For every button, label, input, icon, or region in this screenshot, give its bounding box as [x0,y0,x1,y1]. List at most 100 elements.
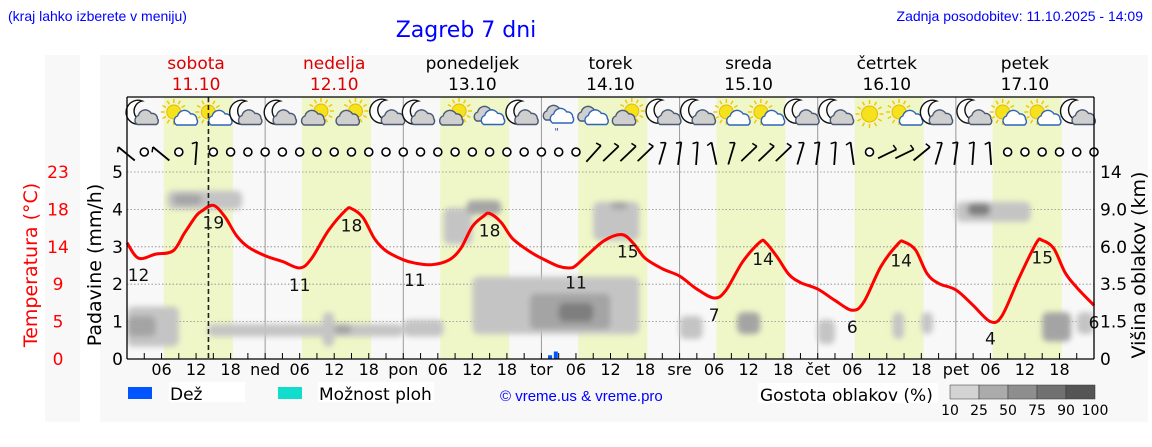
temperature-tick: 14 [47,238,69,258]
wind-calm-icon [209,148,217,156]
cloud-patch [921,312,933,334]
wind-calm-icon [417,148,425,156]
x-hour-label: 12 [600,360,620,379]
x-day-label: pet [943,360,969,379]
copyright-link[interactable]: © vreme.us & vreme.pro [500,388,663,405]
cloud-height-tick: 0 [1100,350,1111,370]
temperature-label: 12 [128,266,150,286]
cloud-patch [403,320,443,337]
density-step-label: 10 [941,403,959,419]
x-hour-label: 06 [704,360,724,379]
wind-calm-icon [140,148,148,156]
wind-calm-icon [520,148,528,156]
x-hour-label: 12 [738,360,758,379]
wind-calm-icon [1004,148,1012,156]
legend-showers-swatch [278,387,302,399]
wind-calm-icon [451,148,459,156]
wind-calm-icon [382,148,390,156]
cloud-patch [127,316,156,337]
cloud-patch [334,324,351,334]
precipitation-tick: 0 [112,350,123,370]
sun-disc [862,106,878,122]
temperature-label: 11 [404,271,426,291]
density-step-label: 100 [1082,403,1109,419]
precipitation-tick: 1 [112,313,123,333]
wind-calm-icon [1038,148,1046,156]
wind-calm-icon [486,148,494,156]
temperature-label: 11 [289,276,311,296]
rain-bar [554,352,558,359]
cloud-patch [956,202,1031,222]
cloud-height-tick: 14 [1100,163,1122,183]
density-swatch [950,385,979,399]
legend-rain-label: Dež [170,385,203,405]
x-day-label: ned [250,360,280,379]
wind-calm-icon [468,148,476,156]
x-day-label: pon [388,360,418,379]
wind-calm-icon [434,148,442,156]
x-hour-label: 18 [635,360,655,379]
density-step-label: 50 [999,403,1017,419]
x-hour-label: 12 [324,360,344,379]
wind-barb-feather [118,147,119,152]
precipitation-tick: 5 [112,163,123,183]
daylight-band [855,97,924,359]
day-date: 16.10 [862,75,911,95]
day-name: nedelja [303,54,365,74]
temperature-label: 4 [985,330,996,350]
cloud-height-tick: 1.5 [1100,313,1127,333]
page-title: Zagreb 7 dni [396,18,537,43]
wind-calm-icon [572,148,580,156]
temperature-label: 11 [565,274,587,294]
temperature-tick: 9 [53,275,64,295]
x-hour-label: 18 [911,360,931,379]
x-hour-label: 18 [497,360,517,379]
wind-calm-icon [503,148,511,156]
density-step-label: 90 [1057,403,1075,419]
day-date: 17.10 [1001,75,1050,95]
x-hour-label: 18 [773,360,793,379]
density-swatch [1008,385,1037,399]
x-hour-label: 18 [220,360,240,379]
legend-rain-swatch [128,387,152,399]
wind-calm-icon [175,148,183,156]
temperature-label: 18 [479,221,501,241]
cloud-height-tick: 9.0 [1100,200,1127,220]
cloud-patch [323,312,335,346]
day-date: 12.10 [310,75,359,95]
region-hint[interactable]: (kraj lahko izberete v meniju) [8,8,187,24]
wind-calm-icon [227,148,235,156]
wind-calm-icon [244,148,252,156]
temperature-label: 15 [1031,248,1053,268]
temperature-label: 6 [847,318,858,338]
x-hour-label: 06 [151,360,171,379]
cloud-height-tick: 3.5 [1100,275,1127,295]
day-date: 15.10 [724,75,773,95]
drizzle-icon: " [554,127,559,138]
precipitation-axis-title: Padavine (mm/h) [84,184,106,347]
temperature-label: 7 [709,306,720,326]
density-step-label: 25 [970,403,988,419]
cloud-patch [967,203,990,215]
cloud-height-tick: 6.0 [1100,238,1127,258]
x-hour-label: 06 [289,360,309,379]
x-hour-label: 12 [877,360,897,379]
temperature-label: 14 [890,252,912,272]
x-day-label: sre [667,360,691,379]
x-hour-label: 12 [462,360,482,379]
legend-showers-label: Možnost ploh [319,385,432,405]
density-swatch [1066,385,1095,399]
day-name: sobota [167,54,225,74]
density-swatch [1037,385,1066,399]
wind-calm-icon [555,148,563,156]
wind-calm-icon [278,148,286,156]
day-date: 14.10 [586,75,635,95]
wind-calm-icon [330,148,338,156]
day-name: ponedeljek [426,54,520,74]
temperature-label: 15 [617,243,639,263]
precipitation-tick: 3 [112,238,123,258]
wind-calm-icon [537,148,545,156]
cloud-patch [444,208,473,244]
day-name: torek [589,54,633,74]
